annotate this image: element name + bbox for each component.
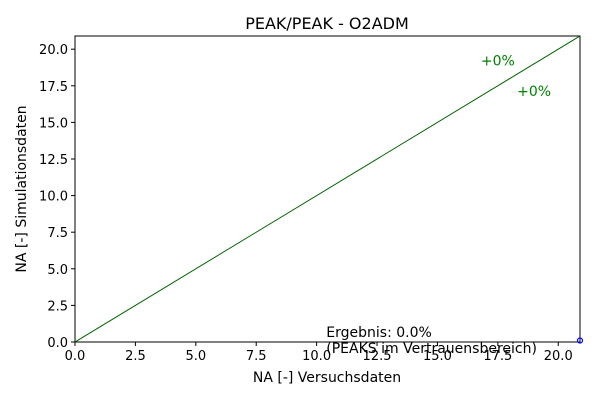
result-subtext: (PEAKS im Vertrauensbereich) [326, 341, 537, 357]
x-tick-label: 12.5 [363, 349, 392, 364]
result-text: Ergebnis: 0.0% [326, 325, 432, 341]
y-axis-label: NA [-] Simulationsdaten [14, 105, 30, 272]
x-tick-label: 10.0 [302, 349, 331, 364]
x-axis-ticks: 0.0 2.5 5.0 7.5 10.0 12.5 15.0 17.5 20.0 [65, 342, 573, 364]
y-axis-ticks: 0.0 2.5 5.0 7.5 10.0 12.5 15.0 17.5 20.0 [39, 43, 75, 351]
x-tick-label: 0.0 [65, 349, 86, 364]
y-tick-label: 20.0 [39, 43, 68, 58]
x-axis-label: NA [-] Versuchsdaten [253, 370, 401, 386]
axes-frame [74, 35, 581, 343]
y-tick-label: 12.5 [39, 153, 68, 168]
y-tick-label: 15.0 [39, 116, 68, 131]
y-tick-label: 5.0 [47, 263, 68, 278]
reference-lines [74, 35, 581, 343]
y-tick-label: 2.5 [47, 299, 68, 314]
x-tick-label: 15.0 [423, 349, 452, 364]
chart-title: PEAK/PEAK - O2ADM [245, 14, 409, 33]
y-tick-label: 7.5 [47, 226, 68, 241]
tolerance-label-2: +0% [517, 84, 551, 100]
x-tick-label: 7.5 [246, 349, 267, 364]
data-point-1 [576, 337, 584, 344]
x-tick-label: 17.5 [483, 349, 512, 364]
tolerance-label-1: +0% [481, 53, 515, 69]
y-tick-label: 0.0 [47, 336, 68, 351]
data-points [576, 337, 584, 344]
annotations: +0%+0% [481, 53, 551, 100]
y-tick-label: 10.0 [39, 190, 68, 205]
y-tick-label: 17.5 [39, 80, 68, 95]
x-tick-label: 5.0 [185, 349, 206, 364]
x-tick-label: 2.5 [125, 349, 146, 364]
plot-area [74, 35, 581, 343]
x-tick-label: 20.0 [544, 349, 573, 364]
reference-line-2 [74, 35, 581, 343]
